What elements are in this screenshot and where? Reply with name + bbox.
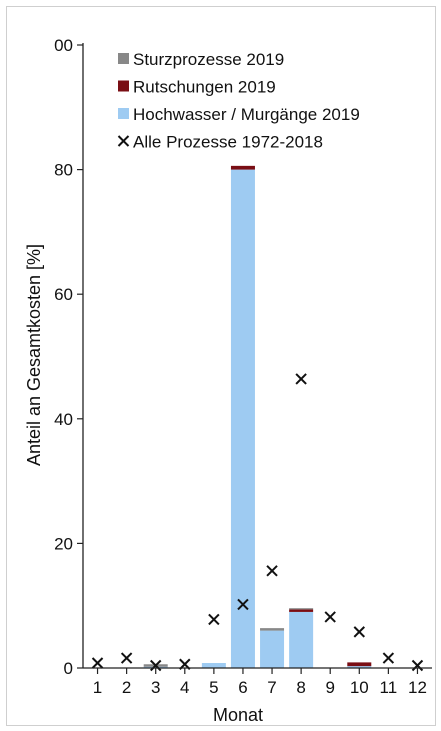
bar-rutschungen-2019-month-6 (230, 165, 255, 170)
x-tick-label-1: 1 (93, 678, 102, 697)
bar-sturzprozesse-2019-month-8 (289, 608, 314, 610)
legend-label-rutschungen-2019: Rutschungen 2019 (133, 78, 276, 97)
marker-alle-prozesse-month-5 (208, 613, 220, 626)
bar-rutschungen-2019-month-8 (289, 609, 314, 612)
bar-hochwasser-murg-nge-2019-month-7 (260, 630, 285, 668)
legend-label-hochwasser-murg-nge-2019: Hochwasser / Murgänge 2019 (133, 105, 360, 124)
x-tick-label-6: 6 (238, 678, 247, 697)
legend-marker-alle-prozesse-1972-2018 (117, 135, 130, 147)
legend-swatch-hochwasser-murg-nge-2019 (118, 108, 129, 119)
marker-alle-prozesse-month-12 (411, 659, 424, 672)
x-tick-label-10: 10 (350, 678, 369, 697)
y-axis-title: Anteil an Gesamtkosten [%] (24, 244, 44, 466)
legend-label-sturzprozesse-2019: Sturzprozesse 2019 (133, 50, 284, 69)
x-tick-label-7: 7 (267, 678, 276, 697)
markers-layer (91, 373, 424, 672)
x-tick-label-5: 5 (209, 678, 218, 697)
chart-frame (6, 6, 436, 726)
x-tick-label-4: 4 (180, 678, 189, 697)
legend-swatch-sturzprozesse-2019 (118, 53, 129, 64)
marker-alle-prozesse-month-8 (295, 373, 307, 385)
y-tick-label-20: 20 (54, 534, 73, 553)
legend: Sturzprozesse 2019 Rutschungen 2019 Hochwa… (117, 50, 360, 152)
marker-alle-prozesse-month-2 (120, 652, 133, 664)
bars-layer (143, 165, 372, 668)
bar-rutschungen-2019-month-10 (347, 662, 372, 667)
bar-hochwasser-murg-nge-2019-month-6 (230, 169, 255, 668)
legend-swatch-rutschungen-2019 (118, 80, 129, 92)
marker-alle-prozesse-month-11 (382, 652, 395, 664)
y-tick-label-0: 0 (64, 659, 73, 678)
bar-hochwasser-murg-nge-2019-month-5 (201, 663, 226, 668)
x-tick-label-9: 9 (325, 678, 334, 697)
bar-hochwasser-murg-nge-2019-month-8 (289, 611, 314, 668)
x-tick-label-12: 12 (408, 678, 427, 697)
marker-alle-prozesse-month-7 (266, 565, 278, 577)
y-tick-label-80: 80 (54, 161, 73, 180)
legend-label-alle-prozesse-1972-2018: Alle Prozesse 1972-2018 (133, 133, 323, 152)
marker-alle-prozesse-month-6 (237, 598, 249, 611)
marker-alle-prozesse-month-3 (150, 659, 162, 672)
x-tick-label-11: 11 (380, 678, 398, 697)
x-tick-label-8: 8 (296, 678, 305, 697)
marker-alle-prozesse-month-1 (91, 657, 104, 669)
x-tick-label-3: 3 (151, 678, 160, 697)
x-axis-title: Monat (213, 705, 263, 725)
marker-alle-prozesse-month-9 (324, 611, 336, 623)
bar-hochwasser-murg-nge-2019-month-10 (347, 666, 372, 668)
bar-sturzprozesse-2019-month-7 (260, 628, 285, 631)
marker-alle-prozesse-month-10 (353, 626, 365, 638)
y-tick-label-100: 00 (54, 36, 73, 55)
x-tick-label-2: 2 (122, 678, 131, 697)
y-tick-label-40: 40 (54, 410, 73, 429)
y-tick-label-60: 60 (54, 285, 73, 304)
